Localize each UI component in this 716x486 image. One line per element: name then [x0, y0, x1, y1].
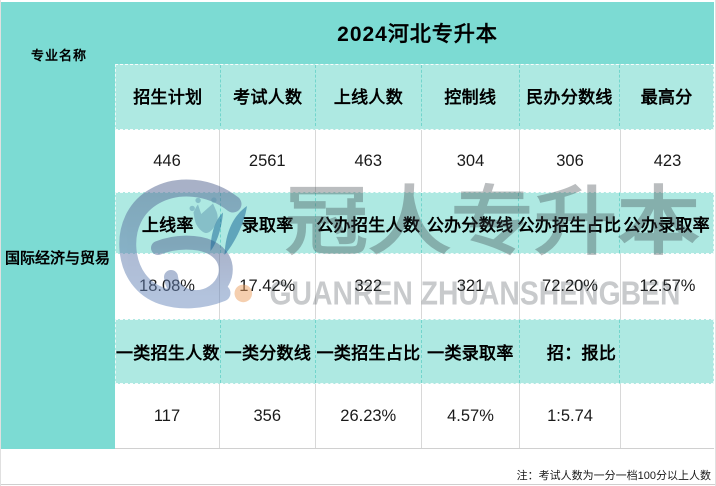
svg-text:GUANREN ZHUANSHENGBEN: GUANREN ZHUANSHENGBEN — [270, 275, 681, 312]
svg-text:冠人专升本: 冠人专升本 — [285, 180, 700, 264]
